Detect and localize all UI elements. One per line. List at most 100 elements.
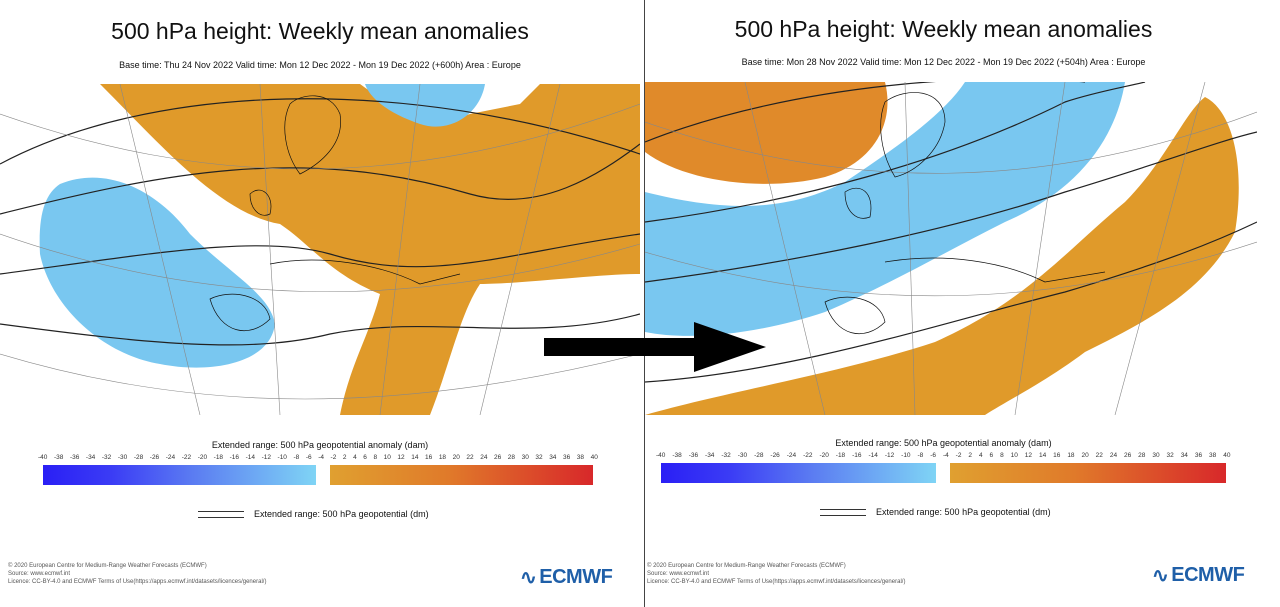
colorbar-ticks: -40 -38 -36 -34 -32 -30 -28 -26 -24 -22 -20 -18 -16-… [656,452,1231,459]
colorbar-tick: 20 [452,454,460,461]
right-arrow-icon [544,322,766,372]
colorbar-tick: 8 [373,454,378,461]
colorbar-tick: 34 [549,454,557,461]
anomaly-map [645,82,1257,415]
panel-left: 500 hPa height: Weekly mean anomalies Ba… [0,18,640,589]
colorbar-tick: -26 [149,454,160,461]
colorbar-tick: -38 [53,454,64,461]
colorbar-tick: 4 [353,454,357,461]
colorbar-tick: 6 [363,454,367,461]
ecmwf-logo: ∿ ECMWF [520,566,613,589]
colorbar-tick: -24 [786,452,797,459]
colorbar-tick: -12 [884,452,895,459]
anomaly-map [0,84,640,415]
colorbar-tick: 22 [1095,452,1103,459]
colorbar-negative [43,465,316,485]
colorbar-tick: -36 [69,454,80,461]
colorbar-tick: 18 [1067,452,1075,459]
colorbar-tick: -16 [852,452,862,459]
colorbar-tick: 26 [494,454,502,461]
colorbar-tick: -36 [688,452,699,459]
colorbar-tick: 28 [507,454,516,461]
colorbar-tick: -18 [213,454,224,461]
negative-anomaly-area [39,177,275,368]
positive-anomaly-area [645,82,888,184]
colorbar-tick: 38 [1209,452,1217,459]
source: Source: www.ecmwf.int [647,571,710,577]
colorbar-tick: 36 [562,454,571,461]
contour-line-icon [820,508,866,516]
colorbar-tick: -12 [261,454,271,461]
colorbar-tick: 30 [521,454,529,461]
colorbar-tick: 16 [1053,452,1061,459]
colorbar-tick: -20 [197,454,208,461]
colorbar-tick: -10 [901,452,911,459]
chart-title: 500 hPa height: Weekly mean anomalies [111,18,529,44]
colorbar-tick: 14 [411,454,419,461]
panel-right: 500 hPa height: Weekly mean anomalies Ba… [645,0,1280,607]
colorbar-tick: 20 [1081,452,1089,459]
colorbar-tick: -30 [117,454,128,461]
colorbar-tick: -2 [955,452,962,459]
colorbar-tick: 18 [438,454,447,461]
colorbar-tick: -32 [101,454,112,461]
chart-title: 500 hPa height: Weekly mean anomalies [734,16,1153,42]
licence: Licence: CC-BY-4.0 and ECMWF Terms of Us… [8,579,267,585]
ecmwf-logo: ∿ ECMWF [1152,564,1245,587]
colorbar-tick: 10 [383,454,391,461]
positive-anomaly-area [100,84,640,415]
contour-legend-label: Extended range: 500 hPa geopotential (dm… [254,509,429,519]
colorbar-tick: 38 [576,454,585,461]
colorbar-tick: -28 [754,452,764,459]
source: Source: www.ecmwf.int [8,571,71,577]
chart-subtitle: Base time: Mon 28 Nov 2022 Valid time: M… [741,57,1146,67]
colorbar-tick: 30 [1152,452,1160,459]
colorbar-tick: -8 [293,454,300,461]
colorbar-tick: 10 [1010,452,1018,459]
positive-anomaly-area [645,97,1239,415]
colorbar-tick: -30 [737,452,748,459]
footer-credits: © 2020 European Centre for Medium-Range … [8,562,266,586]
colorbar-tick: 26 [1124,452,1132,459]
copyright: © 2020 European Centre for Medium-Range … [8,563,207,569]
colorbar-tick: -14 [868,452,878,459]
colorbar-tick: 34 [1180,452,1188,459]
colorbar-tick: -4 [318,454,324,461]
colorbar-label: Extended range: 500 hPa geopotential ano… [835,438,1052,448]
colorbar-ticks: -40 -38 -36 -34 -32 -30 -28 -26 -24 -22 -20 -18 -16-… [38,454,598,461]
colorbar-tick: -18 [835,452,846,459]
contour-legend-label: Extended range: 500 hPa geopotential (dm… [876,507,1051,517]
colorbar-tick: 12 [397,454,405,461]
colorbar-tick: 40 [1223,452,1231,459]
colorbar-tick: 32 [1166,452,1174,459]
colorbar-tick: -4 [942,452,949,459]
colorbar-tick: -32 [721,452,731,459]
colorbar-tick: -26 [770,452,780,459]
colorbar-tick: 22 [466,454,474,461]
colorbar-tick: -8 [917,452,924,459]
colorbar-tick: -22 [803,452,813,459]
colorbar-tick: 28 [1138,452,1146,459]
colorbar-tick: -6 [305,454,312,461]
colorbar-positive [330,465,593,485]
ecmwf-logo-icon: ∿ [1152,565,1169,587]
copyright: © 2020 European Centre for Medium-Range … [647,563,846,569]
colorbar-tick: 12 [1024,452,1033,459]
colorbar-tick: 4 [978,452,983,459]
colorbar-tick: -6 [930,452,936,459]
ecmwf-logo-icon: ∿ [520,567,537,589]
panel-divider [644,0,645,607]
contour-legend: Extended range: 500 hPa geopotential (dm… [198,509,429,519]
colorbar-tick: 24 [1109,452,1118,459]
colorbar-tick: -34 [85,454,96,461]
colorbar-tick: 6 [989,452,994,459]
negative-anomaly-area [645,82,1125,336]
colorbar-tick: -34 [705,452,715,459]
colorbar-positive [950,463,1226,483]
colorbar-label: Extended range: 500 hPa geopotential ano… [211,440,429,450]
colorbar-tick: -16 [229,454,240,461]
contour-line-icon [198,510,244,518]
colorbar-tick: -20 [819,452,829,459]
colorbar-tick: -24 [165,454,176,461]
colorbar-tick: 32 [535,454,543,461]
